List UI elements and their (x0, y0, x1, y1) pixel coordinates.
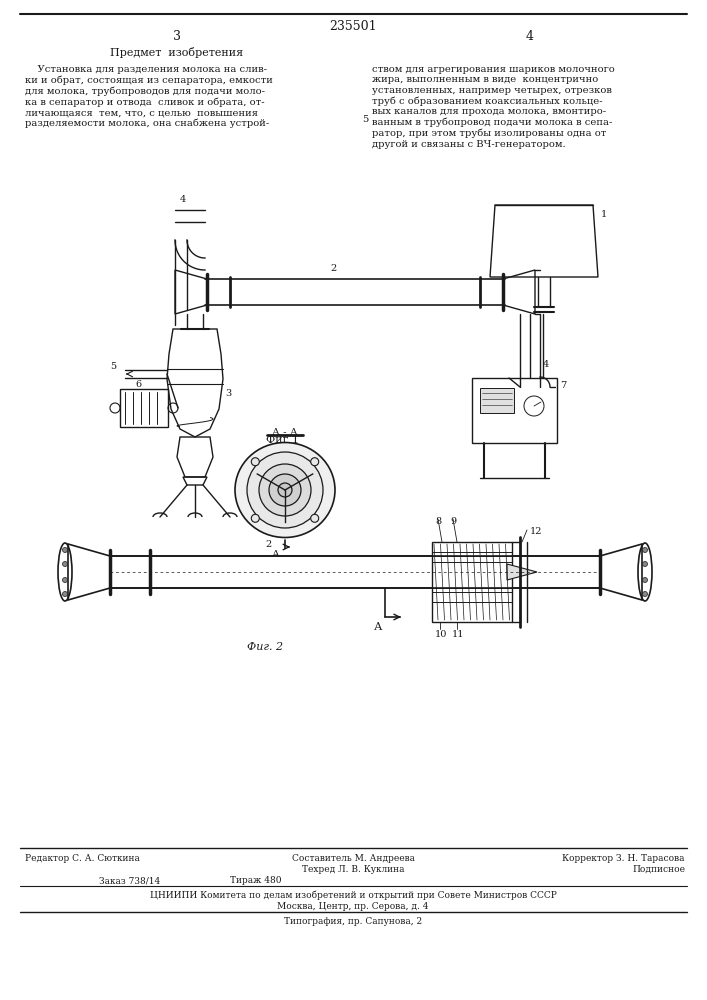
Circle shape (278, 483, 292, 497)
Text: Заказ 738/14: Заказ 738/14 (99, 876, 160, 885)
Text: А - А: А - А (272, 428, 298, 437)
Text: 8: 8 (435, 517, 441, 526)
Text: 1: 1 (601, 210, 607, 219)
Text: 4: 4 (526, 30, 534, 43)
Text: Редактор С. А. Сюткина: Редактор С. А. Сюткина (25, 854, 140, 863)
Polygon shape (507, 564, 537, 580)
Text: А: А (374, 622, 382, 632)
Text: 4: 4 (180, 195, 186, 204)
Text: Тираж 480: Тираж 480 (230, 876, 281, 885)
Polygon shape (480, 388, 514, 413)
Circle shape (62, 548, 67, 552)
Circle shape (310, 514, 319, 522)
Text: А: А (272, 550, 280, 559)
Circle shape (310, 458, 319, 466)
Text: Техред Л. В. Куклина: Техред Л. В. Куклина (302, 865, 404, 874)
Circle shape (643, 578, 648, 582)
Circle shape (62, 591, 67, 596)
Circle shape (643, 591, 648, 596)
Text: Предмет  изобретения: Предмет изобретения (110, 47, 244, 58)
Circle shape (259, 464, 311, 516)
Text: 2: 2 (265, 540, 271, 549)
Text: Фиг 1: Фиг 1 (267, 435, 300, 445)
Text: 6: 6 (135, 380, 141, 389)
Text: 3: 3 (225, 389, 231, 398)
Text: Установка для разделения молока на слив-
ки и обрат, состоящая из сепаратора, ем: Установка для разделения молока на слив-… (25, 65, 273, 128)
Text: 12: 12 (530, 527, 542, 536)
Ellipse shape (235, 442, 335, 538)
Text: 5: 5 (362, 115, 368, 124)
Circle shape (643, 562, 648, 566)
Circle shape (62, 562, 67, 566)
Text: 235501: 235501 (329, 20, 377, 33)
Text: 7: 7 (560, 381, 566, 390)
Text: Корректор З. Н. Тарасова: Корректор З. Н. Тарасова (563, 854, 685, 863)
Text: 4: 4 (543, 360, 549, 369)
Text: 11: 11 (452, 630, 464, 639)
Text: Москва, Центр, пр. Серова, д. 4: Москва, Центр, пр. Серова, д. 4 (277, 902, 428, 911)
Text: 9: 9 (450, 517, 456, 526)
Circle shape (62, 578, 67, 582)
Text: Составитель М. Андреева: Составитель М. Андреева (291, 854, 414, 863)
Text: Типография, пр. Сапунова, 2: Типография, пр. Сапунова, 2 (284, 917, 422, 926)
Text: 3: 3 (173, 30, 181, 43)
Text: 2: 2 (330, 264, 337, 273)
Text: ЦНИИПИ Комитета по делам изобретений и открытий при Совете Министров СССР: ЦНИИПИ Комитета по делам изобретений и о… (150, 891, 556, 900)
Circle shape (643, 548, 648, 552)
Circle shape (251, 514, 259, 522)
Text: 5: 5 (110, 362, 116, 371)
Circle shape (251, 458, 259, 466)
Text: 10: 10 (435, 630, 448, 639)
Text: Фиг. 2: Фиг. 2 (247, 642, 283, 652)
Text: Подписное: Подписное (632, 865, 685, 874)
Circle shape (247, 452, 323, 528)
Text: ством для агрегирования шариков молочного
жира, выполненным в виде  концентрично: ством для агрегирования шариков молочног… (372, 65, 615, 149)
Circle shape (269, 474, 301, 506)
